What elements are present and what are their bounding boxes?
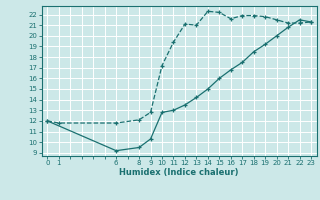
X-axis label: Humidex (Indice chaleur): Humidex (Indice chaleur): [119, 168, 239, 177]
